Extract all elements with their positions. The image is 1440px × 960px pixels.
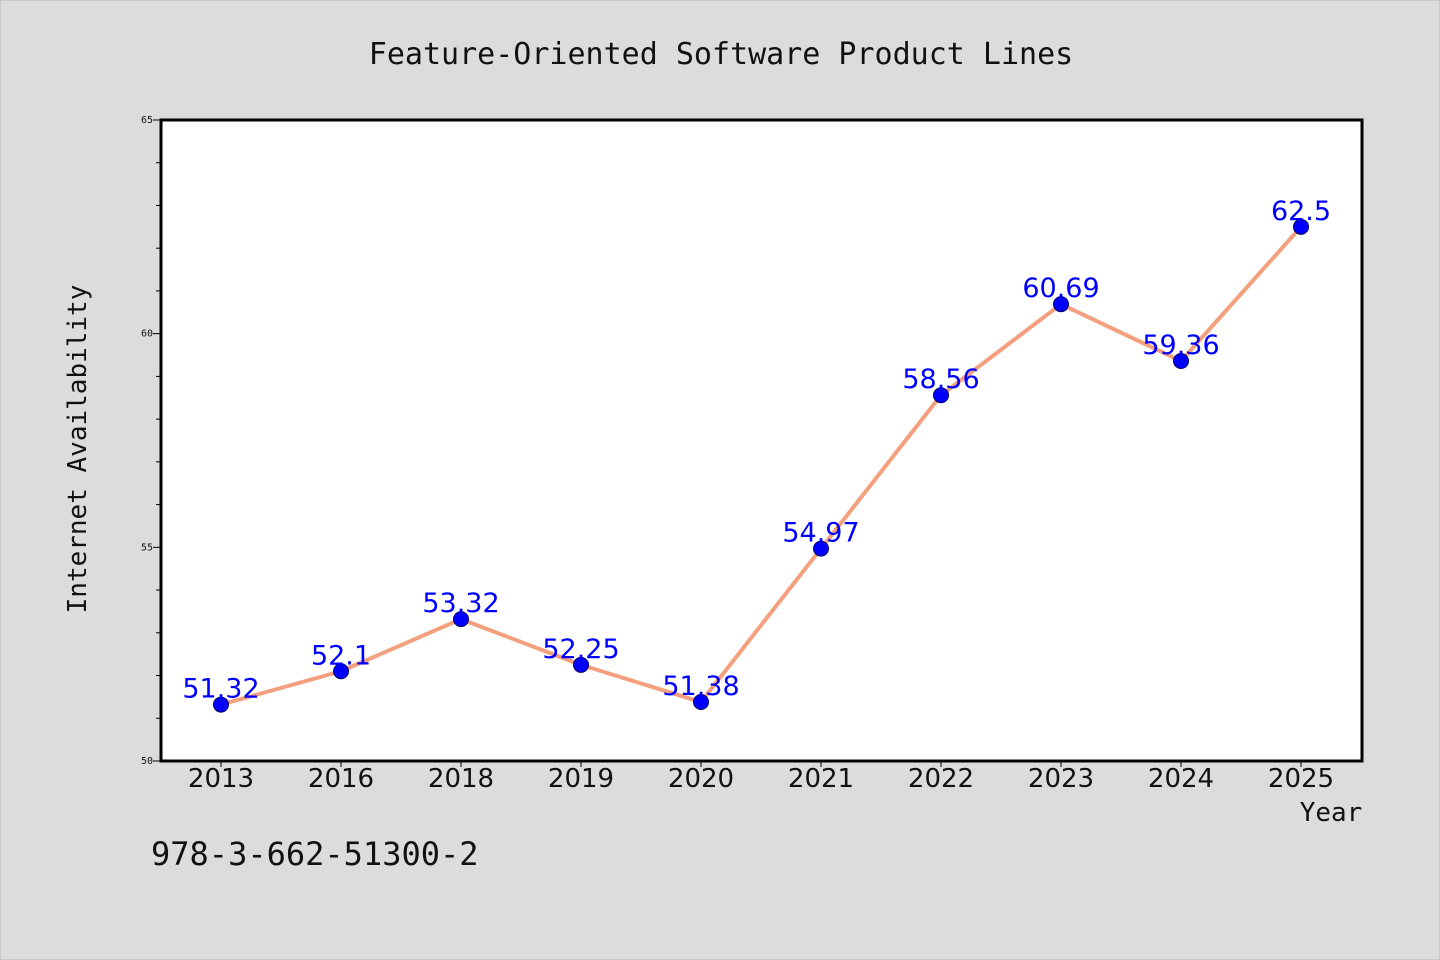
plot-area [159,118,1364,763]
x-axis-label: Year [1300,798,1363,828]
data-point [1173,353,1189,370]
data-point [573,656,589,673]
x-tick-label: 2025 [1268,764,1334,794]
x-tick-label: 2019 [548,764,614,794]
data-label: 51.38 [662,671,739,702]
y-tick-label: 60 [141,329,153,340]
data-label: 51.32 [182,674,259,705]
data-point [693,694,709,711]
x-tick-label: 2018 [428,764,494,794]
x-tick-label: 2022 [908,764,974,794]
data-point [333,663,349,680]
x-tick-label: 2016 [308,764,374,794]
series-line [219,224,1303,707]
data-label: 52.25 [542,634,619,665]
series-group: 51.32 52.1 53.32 52.25 51.38 54.97 58.56 60.69 5… [182,196,1331,713]
data-label: 62.5 [1271,196,1331,227]
data-label: 52.1 [311,640,371,671]
data-point [1053,296,1069,313]
isbn-caption: 978-3-662-51300-2 [151,835,479,873]
y-tick-label: 50 [141,756,153,767]
x-tick-label: 2013 [188,764,254,794]
x-tick-label: 2021 [788,764,854,794]
data-label: 59.36 [1142,330,1219,361]
data-label: 54.97 [782,518,859,549]
y-tick-label: 55 [141,542,153,553]
y-axis: 50 55 60 65 [141,115,161,767]
chart-title: Feature-Oriented Software Product Lines [369,37,1073,72]
x-tick-label: 2024 [1148,764,1214,794]
data-point [933,387,949,404]
data-point [213,696,229,713]
data-point [813,540,829,557]
y-tick-label: 65 [141,115,153,126]
data-point [453,611,469,628]
data-label: 58.56 [902,364,979,395]
y-axis-label: Internet Availability [63,285,93,614]
x-tick-label: 2023 [1028,764,1094,794]
x-tick-label: 2020 [668,764,734,794]
x-axis: 2013 2016 2018 2019 2020 2021 2022 2023 2024 2025 [188,761,1334,794]
data-point [1293,218,1309,235]
data-label: 53.32 [422,588,499,619]
data-label: 60.69 [1022,273,1099,304]
